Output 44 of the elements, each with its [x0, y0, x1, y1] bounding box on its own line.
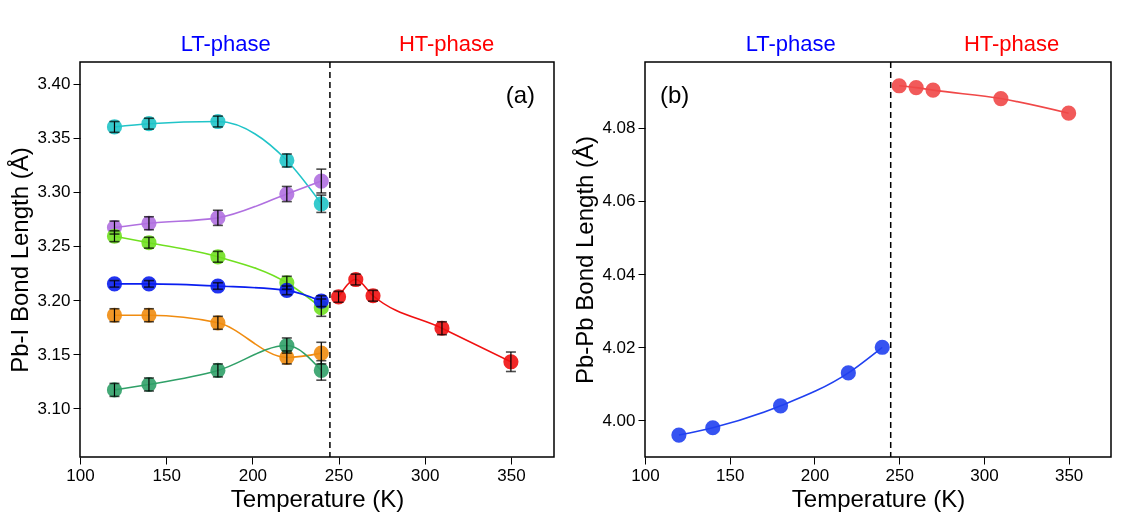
point	[1061, 105, 1077, 121]
annotation: (a)	[505, 81, 535, 108]
point	[891, 78, 907, 94]
y-tick-label: 3.10	[37, 398, 71, 418]
y-tick-label: 4.02	[602, 337, 636, 357]
x-axis-title: Temperature (K)	[230, 484, 405, 512]
point	[925, 82, 941, 98]
x-tick-label: 200	[800, 465, 830, 485]
x-tick-label: 250	[324, 465, 354, 485]
point	[874, 339, 890, 355]
y-axis-title: Pb-I Bond Length (Å)	[6, 147, 34, 373]
x-tick-label: 150	[152, 465, 181, 485]
y-tick-label: 4.04	[602, 264, 636, 284]
x-tick-label: 350	[497, 465, 526, 485]
point	[671, 427, 687, 443]
y-tick-label: 3.25	[37, 236, 71, 256]
text: LT-phase	[180, 31, 271, 56]
y-tick-label: 4.00	[602, 410, 636, 430]
y-tick-label: 4.06	[602, 191, 636, 211]
x-tick-label: 200	[238, 465, 268, 485]
x-tick-label: 100	[66, 465, 95, 485]
y-tick-label: 3.40	[37, 74, 71, 94]
x-tick-label: 150	[716, 465, 745, 485]
x-tick-label: 100	[631, 465, 660, 485]
point	[908, 80, 924, 96]
point	[840, 365, 856, 381]
point	[705, 420, 721, 436]
x-tick-label: 250	[885, 465, 914, 485]
x-tick-label: 300	[970, 465, 999, 485]
x-axis-title: Temperature (K)	[791, 484, 966, 512]
y-tick-label: 3.20	[37, 290, 71, 310]
text: LT-phase	[745, 31, 836, 56]
y-tick-label: 3.30	[37, 182, 71, 202]
annotation: (b)	[660, 81, 690, 108]
y-tick-label: 3.15	[37, 344, 71, 364]
text: HT-phase	[963, 31, 1060, 56]
y-axis-title: Pb-Pb Bond Length (Å)	[571, 135, 599, 385]
y-tick-label: 4.08	[602, 118, 636, 138]
text: HT-phase	[398, 31, 495, 56]
x-tick-label: 350	[1054, 465, 1084, 485]
point	[772, 398, 789, 414]
point	[993, 91, 1009, 107]
y-tick-label: 3.35	[37, 128, 71, 148]
x-tick-label: 300	[411, 465, 440, 485]
